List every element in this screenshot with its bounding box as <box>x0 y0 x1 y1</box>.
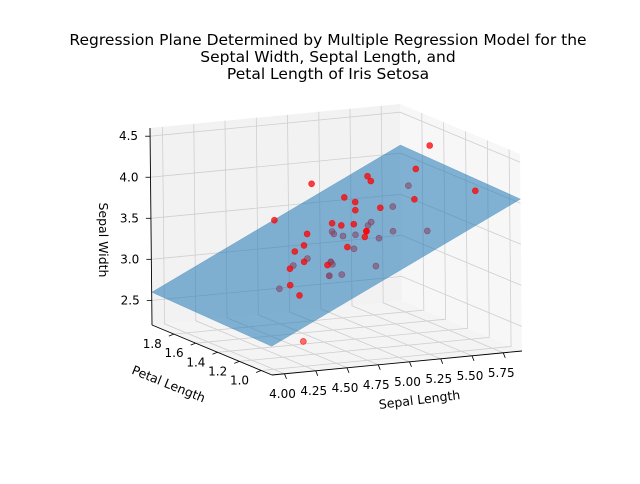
z-tick-label-2: 3.5 <box>120 211 139 225</box>
y-tick-label-0: 1.0 <box>230 373 249 387</box>
x-tick-mark-5 <box>440 358 444 364</box>
chart-title-line-3: Petal Length of Iris Setosa <box>227 65 429 83</box>
z-tick-label-1: 3.0 <box>120 252 139 266</box>
z-tick-label-4: 4.5 <box>119 129 138 143</box>
data-point-14 <box>471 187 479 195</box>
data-point-19 <box>351 198 359 206</box>
data-point-43 <box>328 220 336 227</box>
data-point-48 <box>376 204 384 212</box>
data-point-47 <box>300 258 308 266</box>
data-point-5 <box>367 177 375 185</box>
x-tick-label-4: 5.00 <box>394 375 421 389</box>
data-point-21 <box>351 206 359 214</box>
y-tick-mark-4 <box>168 333 174 337</box>
x-tick-label-0: 4.00 <box>269 387 296 401</box>
x-tick-mark-1 <box>315 370 319 376</box>
x-tick-label-1: 4.25 <box>300 384 327 398</box>
y-gridline-0 <box>261 149 512 371</box>
z-axis-label: Sepal Width <box>96 203 111 278</box>
data-point-42 <box>286 265 294 273</box>
x-tick-label-3: 4.75 <box>363 378 390 392</box>
z-axis-line <box>149 127 153 326</box>
data-point-33 <box>412 165 420 173</box>
regression-plane <box>151 144 522 347</box>
data-point-29 <box>291 248 299 255</box>
data-point-6 <box>300 242 308 249</box>
x-gridline-0 <box>162 126 285 375</box>
data-point-24 <box>271 216 278 224</box>
x-axis-line <box>271 350 523 376</box>
x-tick-mark-3 <box>377 364 381 370</box>
x-tick-mark-4 <box>409 361 412 367</box>
y-tick-label-4: 1.8 <box>143 337 162 351</box>
data-point-16 <box>411 196 418 203</box>
y-tick-label-1: 1.2 <box>208 364 227 378</box>
data-point-22 <box>344 243 351 251</box>
x-tick-label-2: 4.50 <box>332 381 359 395</box>
y-tick-mark-0 <box>255 370 262 373</box>
data-point-17 <box>363 227 370 235</box>
scatter-points-front-of-plane <box>271 142 479 299</box>
data-point-37 <box>337 222 345 229</box>
y-tick-mark-1 <box>234 360 240 364</box>
data-point-13 <box>296 292 303 299</box>
z-gridline-4 <box>150 111 521 163</box>
data-point-40 <box>361 233 369 241</box>
data-point-32 <box>364 172 371 180</box>
data-point-11 <box>303 230 311 238</box>
x-tick-mark-6 <box>471 355 475 361</box>
data-point-38 <box>286 281 294 289</box>
axes-lines <box>149 127 523 376</box>
x-gridline-1 <box>193 123 316 372</box>
y-tick-label-3: 1.6 <box>165 346 184 360</box>
x-tick-label-7: 5.75 <box>488 366 515 380</box>
data-point-4 <box>350 220 358 228</box>
x-tick-label-5: 5.25 <box>425 372 452 386</box>
regression-plane-layer <box>151 144 522 347</box>
data-point-46 <box>340 194 348 201</box>
x-tick-mark-2 <box>346 367 350 373</box>
chart-title-line-1: Regression Plane Determined by Multiple … <box>69 31 586 49</box>
y-axis-line <box>151 324 273 376</box>
data-point-2 <box>324 261 331 269</box>
x-axis-label: Sepal Length <box>378 387 461 412</box>
axes-ticks: 4.00 4.25 4.50 4.75 5.00 5.25 5.50 5.751.01.21.… <box>119 129 515 401</box>
data-point-15 <box>426 142 434 149</box>
y-tick-mark-3 <box>190 342 196 346</box>
x-tick-mark-7 <box>502 352 506 358</box>
x-tick-label-6: 5.50 <box>457 369 484 383</box>
y-tick-mark-2 <box>212 351 218 355</box>
x-tick-mark-0 <box>284 373 287 379</box>
z-tick-label-3: 4.0 <box>119 170 138 184</box>
data-point-41 <box>299 338 307 345</box>
y-tick-label-2: 1.4 <box>186 355 205 369</box>
data-point-44 <box>308 180 315 188</box>
z-tick-label-0: 2.5 <box>121 293 140 307</box>
chart-title-line-2: Septal Width, Septal Length, and <box>200 48 455 66</box>
